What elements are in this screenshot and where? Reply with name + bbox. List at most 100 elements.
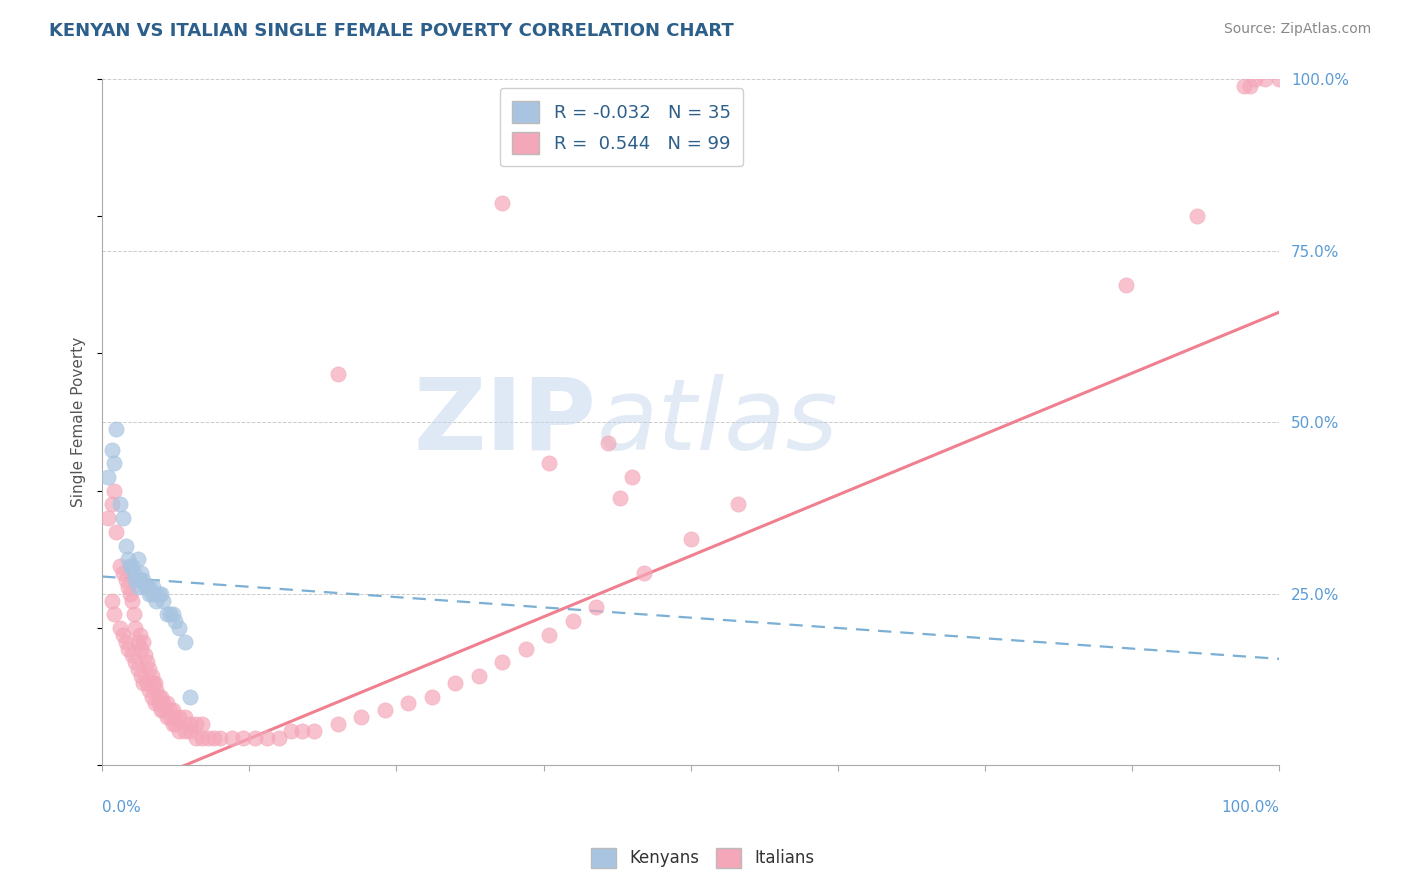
Point <box>152 697 174 711</box>
Point <box>142 676 165 690</box>
Point <box>191 731 214 745</box>
Point <box>165 710 187 724</box>
Text: KENYAN VS ITALIAN SINGLE FEMALE POVERTY CORRELATION CHART: KENYAN VS ITALIAN SINGLE FEMALE POVERTY … <box>49 22 734 40</box>
Point <box>114 634 136 648</box>
Point <box>179 723 201 738</box>
Point <box>150 703 173 717</box>
Point <box>138 662 160 676</box>
Text: 0.0%: 0.0% <box>103 799 141 814</box>
Point <box>103 483 125 498</box>
Point <box>103 607 125 622</box>
Point <box>561 614 583 628</box>
Point <box>1244 72 1267 87</box>
Point <box>97 511 120 525</box>
Point <box>491 195 513 210</box>
Legend: R = -0.032   N = 35, R =  0.544   N = 99: R = -0.032 N = 35, R = 0.544 N = 99 <box>499 88 744 167</box>
Point <box>124 621 146 635</box>
Text: Source: ZipAtlas.com: Source: ZipAtlas.com <box>1223 22 1371 37</box>
Point <box>129 566 152 580</box>
Point <box>491 655 513 669</box>
Point <box>679 532 702 546</box>
Point <box>114 573 136 587</box>
Point <box>162 703 184 717</box>
Point <box>468 669 491 683</box>
Point <box>138 587 160 601</box>
Point <box>167 710 190 724</box>
Point <box>1268 72 1291 87</box>
Point <box>124 655 146 669</box>
Point <box>100 442 122 457</box>
Point <box>374 703 396 717</box>
Point <box>127 662 149 676</box>
Text: 100.0%: 100.0% <box>1220 799 1279 814</box>
Point <box>173 634 195 648</box>
Point <box>150 587 173 601</box>
Point <box>167 621 190 635</box>
Point <box>138 580 160 594</box>
Point <box>148 697 170 711</box>
Point <box>598 435 620 450</box>
Point <box>179 717 201 731</box>
Point <box>97 470 120 484</box>
Point <box>134 648 156 663</box>
Point <box>134 580 156 594</box>
Point <box>127 552 149 566</box>
Point <box>267 731 290 745</box>
Point <box>141 587 163 601</box>
Point <box>1115 277 1137 292</box>
Point <box>112 511 135 525</box>
Point <box>145 682 167 697</box>
Point <box>396 697 419 711</box>
Point <box>121 593 143 607</box>
Point <box>1233 78 1256 93</box>
Point <box>152 593 174 607</box>
Point <box>136 676 159 690</box>
Point <box>148 690 170 704</box>
Point <box>173 723 195 738</box>
Point <box>444 676 467 690</box>
Point <box>132 573 155 587</box>
Point <box>112 566 135 580</box>
Point <box>121 559 143 574</box>
Point <box>136 655 159 669</box>
Point <box>1185 209 1208 223</box>
Point <box>620 470 643 484</box>
Point <box>186 731 208 745</box>
Point <box>159 710 181 724</box>
Point <box>167 723 190 738</box>
Point <box>103 456 125 470</box>
Point <box>105 422 128 436</box>
Point <box>148 587 170 601</box>
Point <box>165 717 187 731</box>
Point <box>197 731 219 745</box>
Point <box>186 717 208 731</box>
Point <box>156 697 179 711</box>
Point <box>145 593 167 607</box>
Point <box>105 524 128 539</box>
Point <box>1239 78 1261 93</box>
Point <box>141 690 163 704</box>
Point <box>121 648 143 663</box>
Point <box>232 731 254 745</box>
Point <box>117 552 139 566</box>
Point <box>150 690 173 704</box>
Point <box>291 723 314 738</box>
Point <box>143 697 166 711</box>
Point <box>124 573 146 587</box>
Text: atlas: atlas <box>596 374 838 471</box>
Point <box>108 559 131 574</box>
Point <box>108 498 131 512</box>
Point <box>202 731 225 745</box>
Point <box>162 717 184 731</box>
Point <box>162 607 184 622</box>
Point <box>350 710 373 724</box>
Point <box>538 456 561 470</box>
Point <box>122 607 145 622</box>
Point <box>173 710 195 724</box>
Point <box>302 723 325 738</box>
Point <box>120 587 142 601</box>
Point <box>727 498 749 512</box>
Point <box>114 539 136 553</box>
Text: ZIP: ZIP <box>413 374 596 471</box>
Point <box>221 731 243 745</box>
